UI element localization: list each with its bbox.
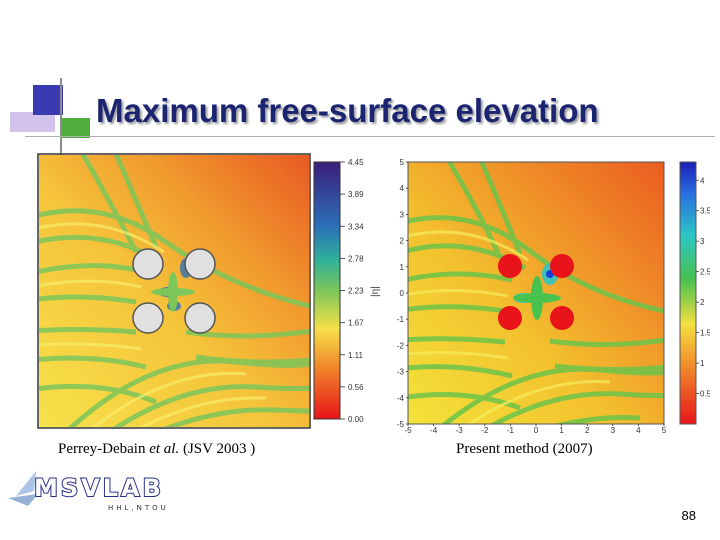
cylinder [132, 302, 164, 334]
decor-vertical-line [60, 78, 62, 160]
tick-label: 4.45 [348, 158, 364, 167]
tick-label: 1 [559, 426, 564, 435]
tick-label: 2.5 [700, 268, 710, 277]
caption-suffix: (JSV 2003 ) [179, 441, 256, 457]
cylinder [498, 306, 522, 330]
tick-label: 2.78 [348, 254, 364, 263]
left-caption: Perrey-Debain et al. (JSV 2003 ) [58, 441, 255, 458]
cylinder [550, 254, 574, 278]
tick-label: 5 [400, 158, 405, 167]
tick-label: 2 [400, 237, 405, 246]
tick-label: 3 [611, 426, 616, 435]
cylinder [550, 306, 574, 330]
x-axis-ticks: -5 -4 -3 -2 -1 0 1 2 3 4 5 [404, 424, 667, 435]
cylinder [184, 248, 216, 280]
page-number: 88 [681, 508, 696, 523]
tick-label: 4 [400, 184, 405, 193]
colorbar-ticks: 4.45 3.89 3.34 2.78 2.23 1.67 1.11 0.56 0.00 [340, 158, 364, 424]
tick-label: 1 [700, 359, 705, 368]
tick-label: 3 [400, 210, 405, 219]
tick-label: -1 [507, 426, 515, 435]
tick-label: 4 [700, 176, 705, 185]
logo-text: MSVLAB [34, 474, 164, 502]
tick-label: 1.5 [700, 329, 710, 338]
colorbar-label: |η| [370, 286, 381, 297]
tick-label: 0.00 [348, 415, 364, 424]
cylinder [498, 254, 522, 278]
tick-label: -5 [397, 420, 405, 429]
right-elevation-plot: 5 4 3 2 1 0 -1 -2 -3 -4 -5 -5 -4 -3 -2 -1 0 1 2 3 4 5 4 3.5 3 2… [397, 158, 710, 435]
msvlab-logo: MSVLAB HHL,NTOU [8, 471, 169, 512]
logo-subtitle: HHL,NTOU [108, 504, 169, 512]
cylinder [132, 248, 164, 280]
tick-label: 4 [636, 426, 641, 435]
y-axis-ticks: 5 4 3 2 1 0 -1 -2 -3 -4 -5 [397, 158, 408, 429]
tick-label: 3.5 [700, 207, 710, 216]
tick-label: 3 [700, 237, 705, 246]
tick-label: -1 [397, 315, 405, 324]
tick-label: -3 [456, 426, 464, 435]
tick-label: -2 [397, 341, 405, 350]
decor-square-green [60, 118, 90, 138]
tick-label: -4 [430, 426, 438, 435]
decor-square-pink [10, 112, 55, 132]
slide-title: Maximum free-surface elevation [96, 92, 599, 129]
colorbar-ticks: 4 3.5 3 2.5 2 1.5 1 0.5 [696, 176, 710, 399]
tick-label: 0 [534, 426, 539, 435]
tick-label: 2.23 [348, 287, 364, 296]
caption-prefix: Perrey-Debain [58, 441, 150, 457]
tick-label: 3.34 [348, 222, 364, 231]
caption-italic: et al. [149, 441, 180, 457]
cylinders [498, 254, 574, 330]
wave-bands [39, 155, 309, 427]
tick-label: 5 [662, 426, 667, 435]
tick-label: -2 [481, 426, 489, 435]
tick-label: 1.67 [348, 319, 364, 328]
title-underline [25, 136, 715, 137]
left-elevation-plot: 4.45 3.89 3.34 2.78 2.23 1.67 1.11 0.56 0.00 |η| [37, 153, 381, 429]
tick-label: -4 [397, 394, 405, 403]
tick-label: -5 [404, 426, 412, 435]
decor-square-blue [33, 85, 63, 115]
tick-label: 1.11 [348, 351, 364, 360]
tick-label: 1 [400, 263, 405, 272]
tick-label: 2 [700, 298, 705, 307]
right-caption: Present method (2007) [456, 441, 593, 457]
tick-label: 2 [585, 426, 590, 435]
tick-label: 3.89 [348, 190, 364, 199]
tick-label: 0.5 [700, 390, 710, 399]
cylinder [184, 302, 216, 334]
cylinders [132, 248, 216, 334]
tick-label: -3 [397, 368, 405, 377]
tick-label: 0.56 [348, 383, 364, 392]
colorbar [313, 161, 341, 420]
colorbar [679, 161, 697, 425]
tick-label: 0 [400, 289, 405, 298]
